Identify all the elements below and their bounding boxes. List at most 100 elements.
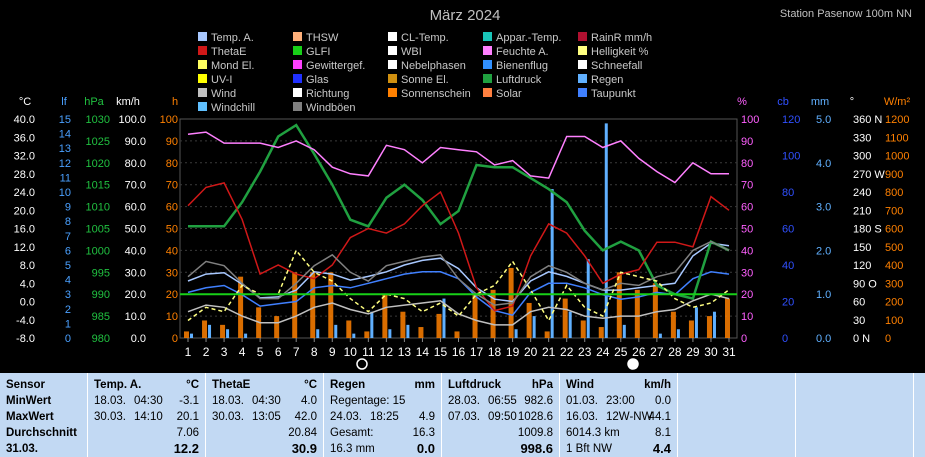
axis-tick-label: 270 W [853,169,885,181]
bar-mark [334,324,338,338]
station-label: Station Pasenow 100m NN [780,8,912,20]
x-tick-label: 9 [329,345,336,359]
bar-mark [310,272,316,338]
x-tick-label: 12 [380,345,394,359]
bar-mark [634,289,640,338]
axis-tick-label: 0.0 [20,297,35,309]
bar-mark [208,324,212,338]
wind-max-date: 16.03. [566,411,598,423]
theta-max-date: 30.03. [212,411,244,423]
axis-tick-label: 985 [92,311,110,323]
bar-mark [658,333,662,338]
axis-tick-label: 0 [782,333,788,345]
axis-tick-label: 330 [853,132,871,144]
axis-tick-label: 30 [853,315,865,327]
axis-tick-label: 9 [65,202,71,214]
axis-tick-label: 20.0 [14,205,35,217]
temp-min-value: -3.1 [179,395,199,407]
pressure-min-date: 28.03. [448,395,480,407]
axis-tick-label: 8 [65,216,71,228]
legend-label: GLFI [306,46,330,58]
axis-tick-label: 100 [741,114,759,126]
axis-tick-label: 1020 [86,158,110,170]
x-tick-label: 3 [221,345,228,359]
legend-swatch [578,60,587,69]
axis-tick-label: 100 [160,114,178,126]
axis-tick-label: 70 [166,180,178,192]
pressure-today-value: 998.6 [520,441,553,456]
bar-mark [202,320,208,338]
pressure-min-time: 06:55 [488,395,517,407]
axis-tick-label: 70 [741,180,753,192]
legend-swatch [198,46,207,55]
date-label: 31.03. [6,443,38,455]
theta-today-value: 30.9 [291,441,317,456]
bar-mark [244,333,248,338]
axis-tick-label: 1100 [885,132,909,144]
axis-tick-label: 20 [782,297,794,309]
bar-mark [364,331,370,338]
axis-tick-label: 500 [885,242,903,254]
minwert-label: MinWert [6,395,52,407]
axis-tick-label: 90 [166,136,178,148]
bar-mark [712,311,716,338]
pressure-column: Luftdruck hPa 28.03. 06:55 982.6 07.03. 09:5… [442,373,560,457]
axis-tick-label: 120 [782,114,800,126]
theta-column: ThetaE °C 18.03. 04:30 4.0 30.03. 13:05 42.0 … [206,373,324,457]
legend-swatch [388,88,397,97]
axis-unit-label: hPa [84,96,104,108]
rain-title: Regen [330,379,366,391]
x-tick-label: 10 [344,345,358,359]
axis-tick-label: 0 [65,333,71,345]
legend-label: Regen [591,74,623,86]
axis-tick-label: 90 [741,136,753,148]
axis-tick-label: 20 [166,289,178,301]
rain-unit: mm [414,379,435,391]
wind-distance-label: 6014.3 km [566,427,620,439]
x-tick-label: 17 [470,345,484,359]
axis-tick-label: 0.0 [816,333,831,345]
bar-mark [406,324,410,338]
x-tick-label: 22 [560,345,574,359]
axis-tick-label: 36.0 [14,132,35,144]
temp-max-date: 30.03. [94,411,126,423]
legend-label: Solar [496,88,522,100]
axis-tick-label: 1010 [86,202,110,214]
bar-mark [442,298,446,338]
sensor-header: Sensor [6,379,45,391]
legend-label: UV-I [211,74,232,86]
legend-swatch [293,46,302,55]
pressure-unit: hPa [531,379,553,391]
x-tick-label: 13 [398,345,412,359]
bar-mark [370,311,374,338]
legend-swatch [578,46,587,55]
series-line [188,123,730,301]
axis-tick-label: 28.0 [14,169,35,181]
axis-tick-label: 6 [65,245,71,257]
bar-mark [238,276,244,338]
temp-max-time: 14:10 [134,411,163,423]
legend-label: Temp. A. [211,32,254,44]
axis-tick-label: 30.0 [125,267,146,279]
legend-swatch [198,88,207,97]
wind-unit: km/h [644,379,671,391]
axis-tick-label: 7 [65,231,71,243]
axis-tick-label: 60.0 [125,202,146,214]
x-tick-label: 25 [614,345,628,359]
axes-group: °C40.036.032.028.024.020.016.012.08.04.0… [14,96,911,345]
axis-tick-label: 40.0 [14,114,35,126]
legend-swatch [198,32,207,41]
legend-swatch [483,32,492,41]
rain-sum-label: 16.3 mm [330,443,375,455]
bar-mark [616,272,622,338]
x-tick-label: 23 [578,345,592,359]
bar-mark [586,259,590,338]
legend-swatch [388,74,397,83]
legend-label: Taupunkt [591,88,636,100]
empty-column-2 [796,373,914,457]
rain-days: Regentage: 15 [330,395,406,407]
axis-tick-label: 80 [741,158,753,170]
axis-tick-label: 10 [741,311,753,323]
legend-label: Schneefall [591,60,642,72]
legend-label: Windchill [211,102,255,114]
